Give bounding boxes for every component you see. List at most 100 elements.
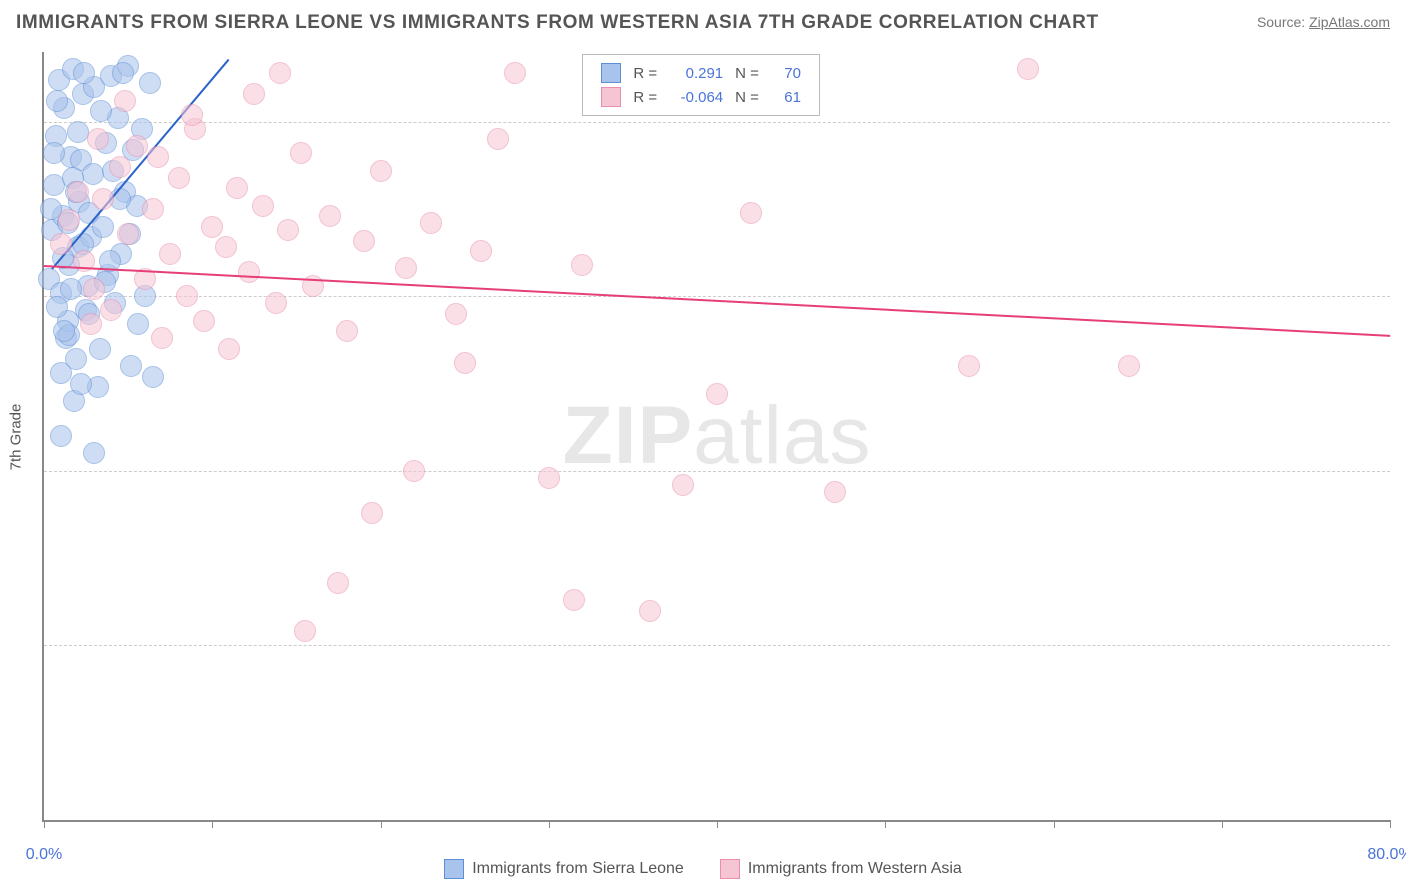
- x-tick: [1222, 820, 1223, 828]
- legend-n-label: N =: [729, 85, 765, 109]
- data-point: [504, 62, 526, 84]
- x-tick: [1054, 820, 1055, 828]
- data-point: [193, 310, 215, 332]
- data-point: [50, 362, 72, 384]
- data-point: [117, 223, 139, 245]
- legend-r-label: R =: [627, 85, 663, 109]
- gridline-h: [44, 645, 1390, 646]
- data-point: [243, 83, 265, 105]
- data-point: [445, 303, 467, 325]
- data-point: [353, 230, 375, 252]
- data-point: [43, 142, 65, 164]
- data-point: [83, 442, 105, 464]
- x-tick: [885, 820, 886, 828]
- data-point: [290, 142, 312, 164]
- data-point: [319, 205, 341, 227]
- data-point: [218, 338, 240, 360]
- x-tick: [44, 820, 45, 828]
- data-point: [159, 243, 181, 265]
- data-point: [176, 285, 198, 307]
- legend-n-label: N =: [729, 61, 765, 85]
- series-legend: Immigrants from Sierra Leone Immigrants f…: [0, 859, 1406, 884]
- data-point: [50, 233, 72, 255]
- legend-swatch: [720, 859, 740, 879]
- data-point: [53, 320, 75, 342]
- data-point: [403, 460, 425, 482]
- data-point: [139, 72, 161, 94]
- data-point: [487, 128, 509, 150]
- legend-r-value: 0.291: [663, 61, 729, 85]
- data-point: [454, 352, 476, 374]
- data-point: [70, 373, 92, 395]
- data-point: [181, 104, 203, 126]
- data-point: [201, 216, 223, 238]
- legend-row: R =0.291N =70: [595, 61, 807, 85]
- data-point: [168, 167, 190, 189]
- data-point: [80, 313, 102, 335]
- data-point: [142, 198, 164, 220]
- watermark-bold: ZIP: [563, 390, 694, 481]
- data-point: [672, 474, 694, 496]
- data-point: [147, 146, 169, 168]
- data-point: [395, 257, 417, 279]
- data-point: [269, 62, 291, 84]
- series-legend-label: Immigrants from Sierra Leone: [472, 860, 684, 878]
- source-link[interactable]: ZipAtlas.com: [1309, 14, 1390, 30]
- gridline-h: [44, 471, 1390, 472]
- y-tick-label: 90.0%: [1398, 462, 1406, 480]
- data-point: [538, 467, 560, 489]
- y-tick-label: 100.0%: [1398, 113, 1406, 131]
- legend-r-value: -0.064: [663, 85, 729, 109]
- data-point: [470, 240, 492, 262]
- data-point: [361, 502, 383, 524]
- gridline-h: [44, 122, 1390, 123]
- data-point: [142, 366, 164, 388]
- data-point: [87, 128, 109, 150]
- data-point: [67, 181, 89, 203]
- data-point: [58, 209, 80, 231]
- legend-n-value: 61: [765, 85, 807, 109]
- legend-row: R =-0.064N =61: [595, 85, 807, 109]
- data-point: [1017, 58, 1039, 80]
- data-point: [83, 278, 105, 300]
- legend-swatch: [601, 87, 621, 107]
- data-point: [252, 195, 274, 217]
- legend-swatch: [601, 63, 621, 83]
- y-axis-title: 7th Grade: [8, 404, 25, 471]
- series-legend-item: Immigrants from Sierra Leone: [444, 859, 684, 879]
- data-point: [563, 589, 585, 611]
- legend-n-value: 70: [765, 61, 807, 85]
- data-point: [67, 121, 89, 143]
- x-tick: [717, 820, 718, 828]
- plot-area: 7th Grade ZIPatlas R =0.291N =70R =-0.06…: [42, 52, 1390, 822]
- data-point: [336, 320, 358, 342]
- data-point: [277, 219, 299, 241]
- data-point: [60, 278, 82, 300]
- data-point: [327, 572, 349, 594]
- series-legend-item: Immigrants from Western Asia: [720, 859, 962, 879]
- data-point: [100, 299, 122, 321]
- x-tick: [212, 820, 213, 828]
- x-tick: [381, 820, 382, 828]
- data-point: [109, 156, 131, 178]
- data-point: [370, 160, 392, 182]
- plot-canvas: ZIPatlas R =0.291N =70R =-0.064N =61 85.…: [42, 52, 1390, 822]
- data-point: [1118, 355, 1140, 377]
- source-attribution: Source: ZipAtlas.com: [1257, 14, 1390, 30]
- data-point: [112, 62, 134, 84]
- data-point: [151, 327, 173, 349]
- data-point: [127, 313, 149, 335]
- data-point: [82, 163, 104, 185]
- data-point: [571, 254, 593, 276]
- data-point: [420, 212, 442, 234]
- data-point: [294, 620, 316, 642]
- data-point: [90, 100, 112, 122]
- data-point: [824, 481, 846, 503]
- data-point: [226, 177, 248, 199]
- source-prefix: Source:: [1257, 14, 1309, 30]
- correlation-legend: R =0.291N =70R =-0.064N =61: [582, 54, 820, 116]
- gridline-h: [44, 296, 1390, 297]
- series-legend-label: Immigrants from Western Asia: [748, 860, 962, 878]
- data-point: [89, 338, 111, 360]
- data-point: [265, 292, 287, 314]
